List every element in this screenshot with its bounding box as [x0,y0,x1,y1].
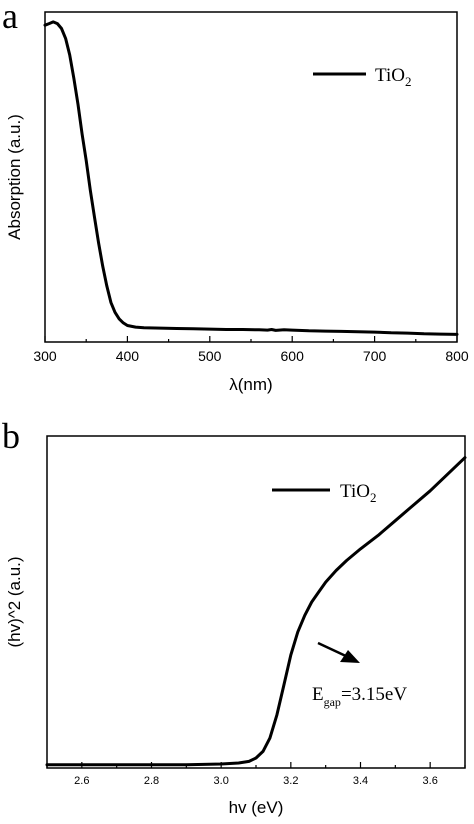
panel-b-x-axis: 2.6 2.8 3.0 3.2 3.4 3.6 [46,762,466,787]
panel-b-x-tick-label: 3.2 [283,775,298,787]
panel-a-x-tick-label: 700 [363,348,387,364]
panel-a-legend-label: TiO2 [375,65,411,89]
panel-b-x-tick-label: 3.4 [353,775,368,787]
panel-a-x-axis: 300 400 500 600 700 800 [33,336,469,364]
annotation-arrow-head [340,650,360,663]
panel-b-y-axis-title: (hv)^2 (a.u.) [5,556,24,647]
annotation-egap-text: Egap=3.15eV [312,684,407,709]
panel-a-plot-frame [44,11,458,343]
panel-b-x-tick-label: 3.0 [214,775,229,787]
panel-a-x-tick-label: 800 [445,348,469,364]
panel-b-legend: TiO2 [272,481,376,505]
panel-b-x-axis-title: hv (eV) [229,798,284,817]
panel-b-x-tick-label: 2.8 [144,775,159,787]
panel-b-x-tick-label: 3.6 [423,775,438,787]
panel-b-series-line [45,456,467,767]
panel-a-label: a [2,0,18,36]
panel-a-legend: TiO2 [313,65,411,89]
panel-b-legend-label: TiO2 [340,481,376,505]
panel-b: b 2.6 2.8 3.0 3.2 3.4 3.6 TiO2 Egap=3.15eV hv… [2,416,467,817]
panel-b-annotation: Egap=3.15eV [312,641,407,709]
panel-a-x-tick-label: 400 [116,348,140,364]
panel-a-series-line [43,20,459,336]
annotation-arrow-shaft [317,641,349,659]
panel-a: a 300 400 500 600 700 800 TiO2 λ(nm) Absorpti… [2,0,469,394]
panel-a-x-tick-label: 600 [281,348,305,364]
panel-a-y-axis-title: Absorption (a.u.) [5,114,24,240]
panel-a-x-tick-label: 500 [198,348,222,364]
panel-b-plot-frame [46,435,466,769]
panel-a-x-tick-label: 300 [33,348,57,364]
panel-b-x-tick-label: 2.6 [74,775,89,787]
panel-b-label: b [2,416,20,456]
panel-a-x-axis-title: λ(nm) [229,375,272,394]
